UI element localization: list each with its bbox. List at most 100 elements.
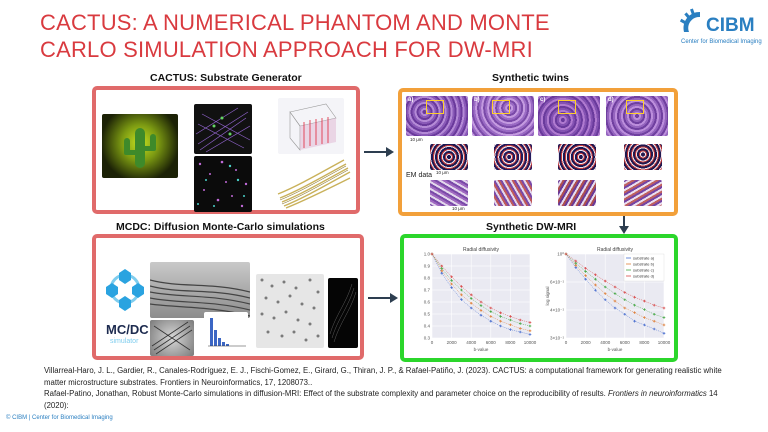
data-point: [652, 303, 656, 307]
data-point: [450, 282, 453, 286]
fiber-bundle-image: [274, 154, 352, 210]
scale-label-1: 10 μm: [410, 137, 423, 142]
cibm-logo-icon: CIBM: [679, 8, 755, 36]
x-tick-label: 6000: [486, 340, 497, 345]
data-point: [450, 279, 453, 282]
em-data-label: EM data: [406, 172, 433, 179]
legend-label: substrate b): [633, 262, 655, 267]
data-point: [662, 323, 666, 327]
data-point: [662, 316, 666, 319]
slide-title: CACTUS: A NUMERICAL PHANTOM AND MONTE CA…: [40, 10, 550, 62]
data-point: [584, 277, 587, 281]
em-image-d: [624, 180, 662, 206]
y-tick-label: 0.4: [424, 324, 431, 329]
cibm-logo-wordmark: CIBM: [706, 15, 755, 36]
data-point: [489, 306, 493, 310]
data-point: [518, 318, 522, 322]
histogram-image: [204, 312, 248, 352]
data-point: [440, 267, 444, 270]
data-point: [594, 283, 597, 287]
fiber-crossing-image: [150, 320, 194, 356]
particle-substrate-image: [256, 274, 324, 348]
data-point: [499, 311, 502, 315]
data-point: [623, 291, 627, 294]
section-label-dwmri: Synthetic DW-MRI: [486, 221, 577, 233]
y-tick-label: 0.3: [424, 336, 431, 341]
x-axis-label: b-value: [474, 347, 489, 352]
data-point: [469, 301, 473, 305]
arrow-right-icon: [364, 147, 394, 157]
data-point: [613, 306, 617, 310]
data-point: [613, 292, 617, 295]
zoom-box-b: [492, 100, 510, 114]
x-tick-label: 0: [565, 340, 568, 345]
data-point: [509, 318, 512, 322]
data-point: [613, 299, 617, 303]
data-point: [440, 264, 444, 268]
data-point: [584, 270, 587, 273]
chart-radial-diffusivity-linear: 1.0 0.9 0.8 0.7 0.6 0.5 0.4 0.30 2000 4000 6000 800…: [424, 247, 537, 352]
data-point: [574, 266, 578, 269]
data-point: [603, 279, 607, 283]
data-point: [643, 316, 646, 319]
cibm-logo: CIBM: [676, 4, 766, 50]
references: Villarreal-Haro, J. L., Gardier, R., Can…: [44, 365, 744, 411]
data-point: [652, 327, 656, 331]
data-point: [613, 285, 617, 289]
data-point: [662, 306, 666, 310]
chart-radial-diffusivity-log: 10⁰ 6×10⁻¹ 4×10⁻¹ 3×10⁻¹0 2000 4000 6000 8000 10…: [545, 247, 671, 352]
x-axis-label: b-value: [608, 347, 623, 352]
data-point: [623, 306, 627, 310]
data-point: [603, 292, 607, 295]
particle-cloud-image: [194, 156, 252, 212]
twin-image-a: a): [406, 96, 468, 136]
reference-2-end: 14 (2020):: [44, 389, 718, 410]
arrow-down-icon: [619, 216, 629, 234]
zoom-image-d: [624, 144, 662, 170]
data-point: [528, 324, 532, 328]
data-point: [564, 252, 568, 256]
data-point: [460, 293, 463, 297]
x-tick-label: 2000: [447, 340, 458, 345]
data-point: [643, 323, 646, 327]
panel-mcdc: MC/DC simulator: [92, 234, 364, 360]
chart-title: Radial diffusivity: [463, 247, 500, 253]
data-point: [479, 309, 483, 312]
data-point: [594, 273, 597, 277]
y-tick-label: 10⁰: [557, 252, 564, 257]
mcdc-logo-text: MC/DC: [106, 322, 149, 337]
y-tick-label: 0.7: [424, 288, 431, 293]
chart-title: Radial diffusivity: [597, 247, 634, 253]
cactus-render-image: [102, 114, 178, 178]
data-point: [440, 269, 444, 273]
data-point: [450, 275, 453, 279]
em-image-a: [430, 180, 468, 206]
series-line-1: [431, 253, 531, 332]
data-point: [518, 327, 522, 330]
zoom-box-d: [626, 100, 644, 114]
arrow-right-icon-2: [368, 293, 398, 303]
data-point: [469, 306, 473, 310]
panel-substrate-generator: [92, 86, 360, 214]
x-tick-label: 6000: [620, 340, 631, 345]
data-point: [584, 266, 587, 270]
data-point: [489, 315, 493, 318]
data-point: [460, 288, 463, 292]
x-tick-label: 10000: [524, 340, 537, 345]
data-point: [528, 329, 532, 333]
twin-image-b: b): [472, 96, 534, 136]
data-point: [440, 271, 444, 275]
cibm-tagline: Center for Biomedical Imaging: [681, 39, 762, 45]
data-point: [469, 297, 473, 300]
data-point: [489, 310, 493, 313]
legend-label: substrate a): [633, 256, 655, 261]
series-line-2: [565, 253, 665, 318]
data-point: [479, 313, 483, 317]
data-point: [633, 303, 636, 307]
legend-box: [623, 253, 665, 282]
simulation-mesh-image: [149, 262, 251, 318]
mcdc-logo-subtext: simulator: [110, 338, 139, 345]
x-tick-label: 4000: [466, 340, 477, 345]
cactus-icon: [124, 128, 156, 168]
dark-volume-image: [328, 278, 358, 348]
